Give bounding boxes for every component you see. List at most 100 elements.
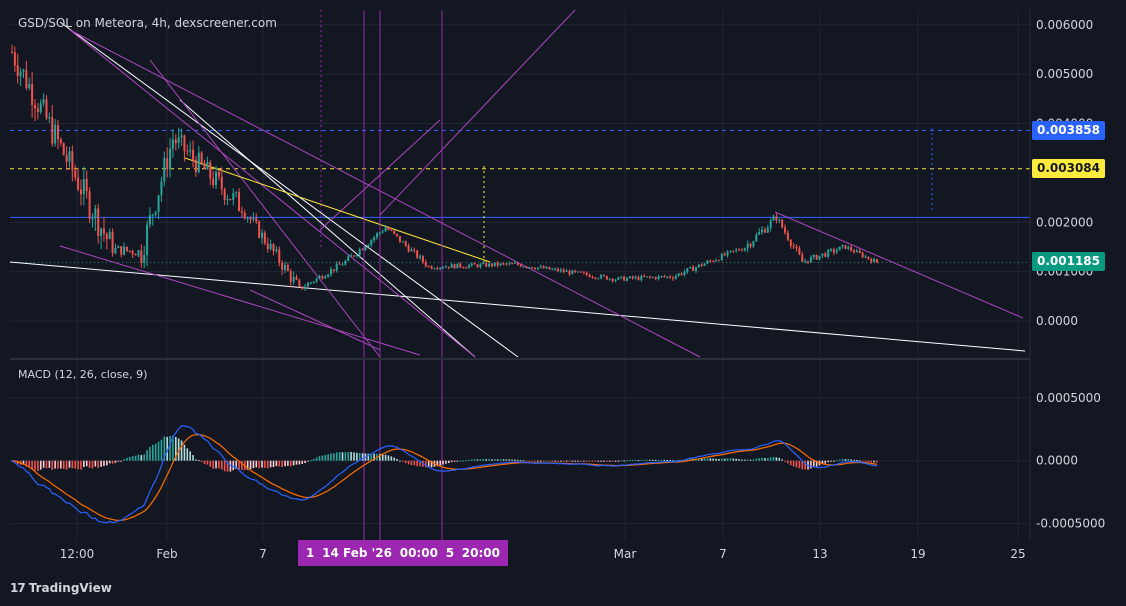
macd-histogram-bar bbox=[163, 436, 166, 461]
time-badge-date: 14 Feb '26 bbox=[322, 546, 392, 560]
candle-body bbox=[54, 125, 57, 144]
horizontal-levels bbox=[10, 130, 1030, 263]
candle-body bbox=[332, 269, 335, 271]
candle-body bbox=[582, 272, 585, 274]
macd-histogram-bar bbox=[652, 459, 654, 461]
candle-body bbox=[772, 216, 775, 221]
macd-histogram-bar bbox=[186, 448, 189, 461]
candle-body bbox=[355, 255, 358, 257]
macd-histogram-bar bbox=[723, 458, 726, 461]
price-badge-blue-level[interactable]: 0.003858 bbox=[1032, 120, 1106, 140]
macd-histogram-bar bbox=[249, 460, 252, 470]
candle-body bbox=[453, 264, 456, 269]
macd-histogram-bar bbox=[876, 460, 878, 463]
tradingview-footer[interactable]: 17 TradingView bbox=[10, 581, 112, 595]
macd-histogram-bar bbox=[430, 460, 433, 468]
candle-body bbox=[48, 117, 51, 119]
macd-histogram-bar bbox=[367, 453, 370, 461]
macd-histogram-bar bbox=[361, 453, 364, 461]
candle-body bbox=[781, 219, 784, 228]
macd-histogram-bar bbox=[157, 441, 160, 461]
macd-histogram-bar bbox=[677, 459, 680, 461]
candle-body bbox=[723, 253, 726, 256]
trend-line-white-lower[interactable] bbox=[9, 261, 1026, 352]
macd-histogram-bar bbox=[637, 460, 640, 462]
macd-histogram-bar bbox=[160, 439, 163, 461]
macd-histogram-bar bbox=[623, 460, 625, 462]
time-axis-badge[interactable]: 1 14 Feb '26 00:00 5 20:00 bbox=[298, 540, 508, 566]
candle-body bbox=[194, 159, 197, 172]
price-badge-yellow-level[interactable]: 0.003084 bbox=[1032, 158, 1106, 178]
macd-histogram-bar bbox=[649, 459, 651, 461]
candle-body bbox=[732, 250, 735, 252]
fib-fan-line-2[interactable] bbox=[69, 29, 476, 358]
macd-histogram-bar bbox=[766, 458, 769, 461]
macd-histogram-bar bbox=[654, 460, 657, 462]
macd-histogram-bar bbox=[703, 458, 706, 461]
candle-body bbox=[467, 265, 470, 268]
macd-histogram-bar bbox=[562, 460, 565, 462]
price-badge-last-price[interactable]: 0.001185 bbox=[1032, 252, 1106, 272]
macd-histogram-bar bbox=[324, 454, 327, 461]
candle-body bbox=[585, 272, 588, 275]
candle-body bbox=[689, 266, 692, 269]
downtrend-line-right[interactable] bbox=[774, 211, 1024, 319]
candle-body bbox=[387, 227, 390, 230]
yellow-trend-line[interactable] bbox=[184, 157, 491, 263]
fib-fan-line-4[interactable] bbox=[379, 9, 576, 216]
candle-body bbox=[232, 193, 235, 200]
macd-histogram-bar bbox=[525, 460, 528, 462]
candle-body bbox=[373, 237, 376, 241]
fib-fan-line-1[interactable] bbox=[69, 29, 701, 358]
time-tick-label: Feb bbox=[156, 547, 177, 561]
candle-body bbox=[315, 278, 318, 282]
candle-body bbox=[327, 274, 330, 277]
macd-histogram-bar bbox=[568, 460, 571, 462]
macd-histogram-bar bbox=[643, 459, 646, 461]
candle-body bbox=[125, 246, 128, 251]
candle-body bbox=[56, 125, 59, 140]
candle-body bbox=[847, 247, 850, 249]
candle-body bbox=[157, 195, 160, 212]
candles bbox=[11, 44, 878, 292]
candle-body bbox=[634, 276, 637, 279]
candle-body bbox=[531, 267, 534, 269]
macd-histogram-bar bbox=[404, 460, 407, 464]
candle-body bbox=[183, 135, 186, 152]
candle-body bbox=[344, 260, 347, 265]
fib-fan-line-6[interactable] bbox=[59, 245, 421, 356]
macd-histogram-bar bbox=[611, 460, 614, 462]
fib-fan-line-3[interactable] bbox=[149, 59, 381, 358]
macd-histogram-bar bbox=[312, 458, 315, 461]
candle-body bbox=[608, 278, 611, 280]
macd-histogram-bar bbox=[698, 458, 700, 461]
macd-histogram-bar bbox=[195, 459, 197, 461]
candle-body bbox=[594, 277, 597, 279]
macd-histogram-bar bbox=[258, 460, 260, 469]
candle-body bbox=[738, 249, 741, 251]
candle-body bbox=[809, 257, 812, 263]
candle-body bbox=[832, 249, 835, 253]
macd-histogram-bar bbox=[519, 460, 522, 462]
macd-histogram-bar bbox=[588, 460, 591, 462]
macd-histogram-bar bbox=[585, 460, 588, 462]
candle-body bbox=[16, 65, 19, 76]
fib-fan-line-7[interactable] bbox=[249, 289, 381, 351]
candle-body bbox=[628, 276, 631, 279]
candle-body bbox=[605, 276, 608, 280]
candle-body bbox=[82, 178, 85, 195]
macd-histogram-bar bbox=[37, 460, 39, 471]
candle-body bbox=[79, 189, 82, 195]
trend-line-white-mid[interactable] bbox=[179, 99, 476, 358]
macd-histogram-bar bbox=[407, 460, 410, 465]
candle-body bbox=[496, 262, 499, 266]
candle-body bbox=[140, 250, 143, 263]
macd-histogram-bar bbox=[709, 458, 712, 461]
candle-body bbox=[625, 278, 628, 281]
candle-body bbox=[465, 267, 468, 269]
candle-body bbox=[447, 266, 450, 268]
candle-body bbox=[427, 266, 430, 268]
macd-histogram-bar bbox=[25, 460, 28, 467]
candle-body bbox=[715, 260, 718, 262]
